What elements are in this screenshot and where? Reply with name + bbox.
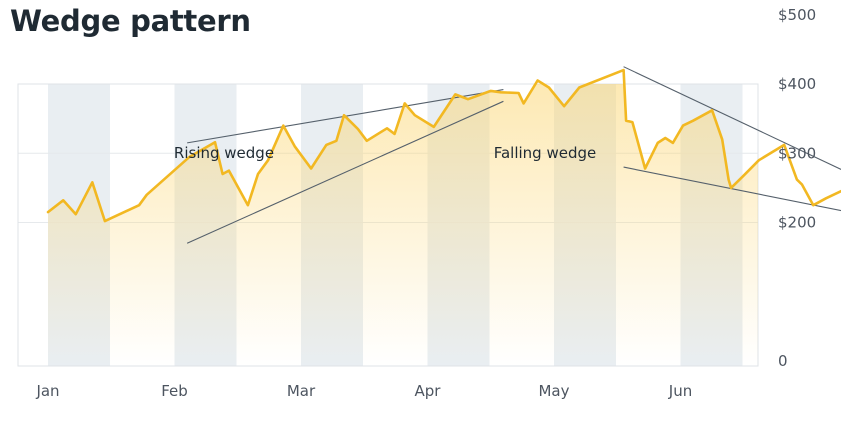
- x-tick-label: Jan: [35, 382, 59, 400]
- x-tick-label: May: [538, 382, 569, 400]
- wedge-label: Falling wedge: [494, 144, 597, 162]
- x-tick-label: Mar: [287, 382, 316, 400]
- y-tick-label: $500: [778, 6, 816, 24]
- wedge-trendline: [623, 66, 841, 170]
- wedge-trendline: [186, 100, 504, 244]
- wedge-trendline: [623, 166, 841, 212]
- price-area: [48, 84, 758, 366]
- chart-title: Wedge pattern: [10, 4, 251, 38]
- y-tick-label: $300: [778, 144, 816, 162]
- price-line: [46, 68, 841, 223]
- wedge-label: Rising wedge: [174, 144, 274, 162]
- x-tick-label: Apr: [415, 382, 442, 400]
- x-tick-label: Jun: [668, 382, 692, 400]
- y-tick-label: $400: [778, 75, 816, 93]
- y-tick-label: 0: [778, 352, 788, 370]
- x-tick-label: Feb: [161, 382, 188, 400]
- y-tick-label: $200: [778, 214, 816, 232]
